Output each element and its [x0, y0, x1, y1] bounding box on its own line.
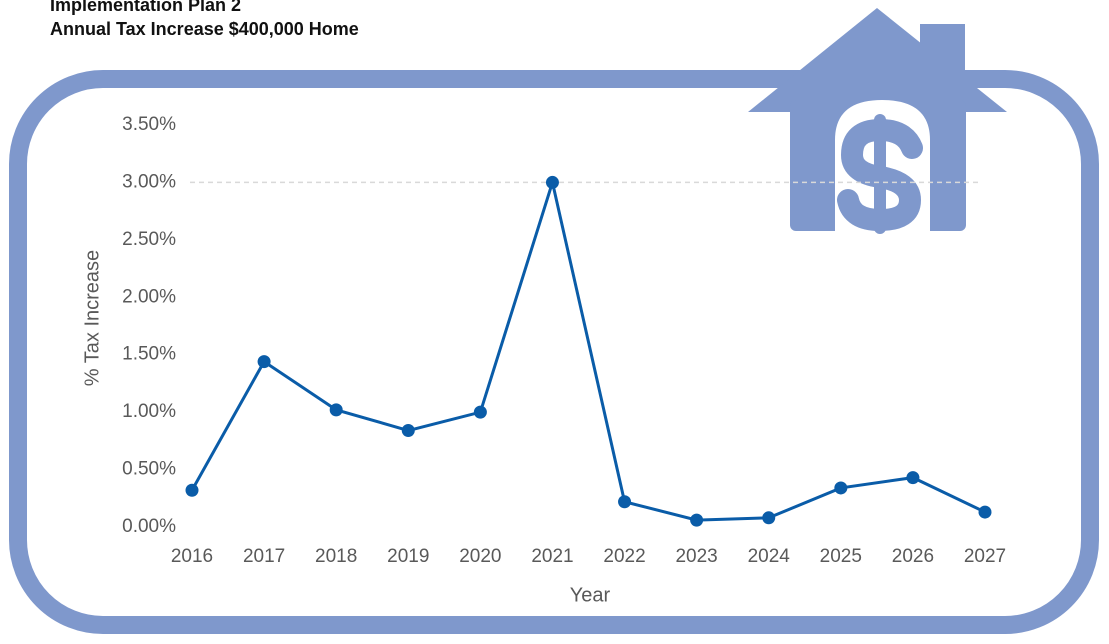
data-point [185, 483, 199, 497]
data-point [834, 481, 848, 495]
data-point [329, 403, 343, 417]
y-axis-title: % Tax Increase [81, 250, 103, 386]
data-point [473, 405, 487, 419]
house-icon [748, 8, 1007, 234]
x-tick-label: 2016 [171, 546, 213, 567]
y-tick-label: 2.50% [122, 229, 176, 250]
x-tick-label: 2021 [531, 546, 573, 567]
x-tick-label: 2026 [892, 546, 934, 567]
x-tick-label: 2024 [748, 546, 791, 567]
frame [9, 70, 1099, 634]
y-tick-label: 2.00% [122, 286, 176, 307]
x-tick-label: 2023 [675, 546, 717, 567]
data-point [906, 471, 920, 485]
x-tick-label: 2019 [387, 546, 429, 567]
data-point [401, 424, 415, 438]
data-point [618, 495, 632, 509]
y-tick-label: 0.00% [122, 516, 176, 537]
data-point [978, 505, 992, 519]
data-point [690, 513, 704, 527]
x-tick-label: 2017 [243, 546, 285, 567]
data-point [257, 355, 271, 369]
y-tick-label: 1.00% [122, 401, 176, 422]
data-point [762, 511, 776, 525]
x-tick-label: 2022 [603, 546, 645, 567]
x-tick-label: 2025 [820, 546, 862, 567]
x-tick-label: 2020 [459, 546, 501, 567]
chart-subtitle: Annual Tax Increase $400,000 Home [50, 19, 359, 39]
series-line [190, 176, 986, 522]
y-tick-label: 3.50% [122, 114, 176, 135]
y-tick-label: 0.50% [122, 459, 176, 480]
y-tick-label: 3.00% [122, 171, 176, 192]
x-axis-title: Year [570, 584, 611, 606]
chart-title: Implementation Plan 2 [50, 0, 241, 15]
x-tick-label: 2027 [964, 546, 1006, 567]
x-tick-label: 2018 [315, 546, 357, 567]
data-point [545, 175, 559, 189]
y-tick-label: 1.50% [122, 344, 176, 365]
